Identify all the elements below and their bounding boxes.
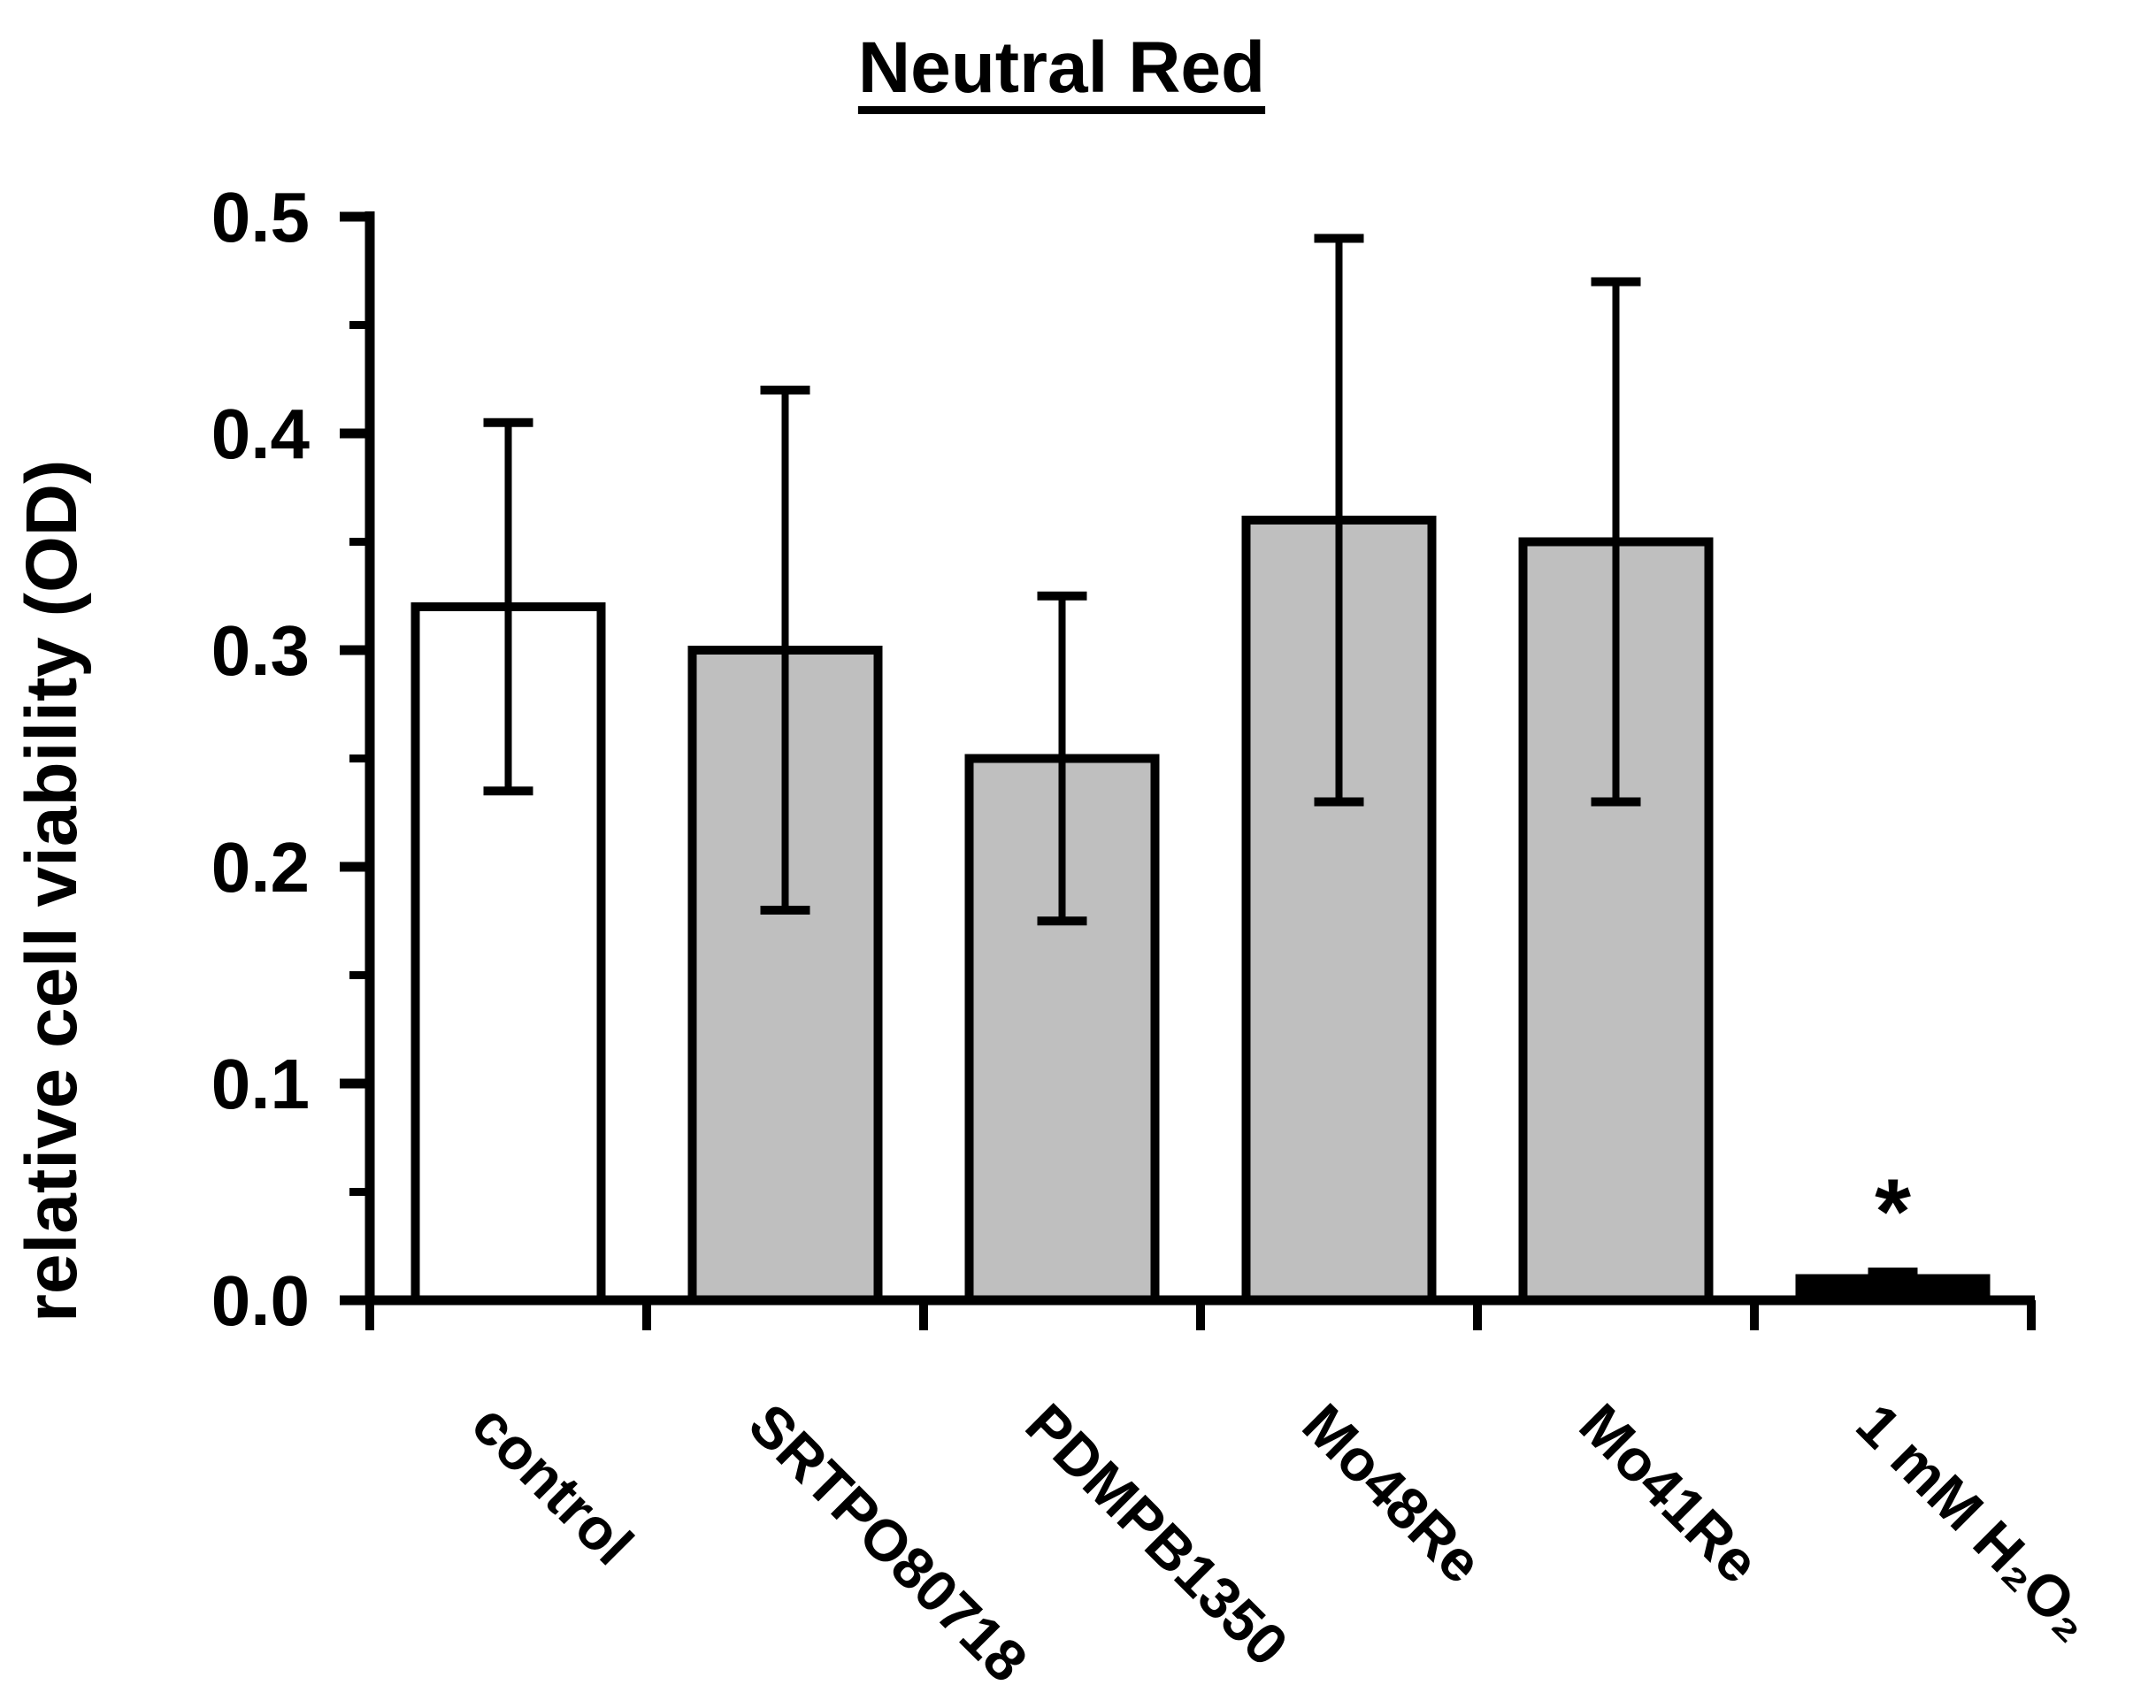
y-tick-label: 0.4 [211,394,311,473]
x-tick-label: SRTPO80718 [737,1391,1040,1695]
y-tick-label: 0.0 [211,1261,310,1340]
y-tick-label: 0.2 [211,828,310,907]
x-tick-label: Mo48Re [1291,1391,1495,1596]
x-tick-label: control [460,1391,646,1577]
x-tick-label: Mo41Re [1568,1391,1772,1596]
y-tick-label: 0.5 [211,178,310,257]
y-tick-label: 0.1 [211,1045,310,1123]
x-tick-label: 1 mM H₂O₂ [1845,1391,2106,1653]
chart-title: Neutral Red [857,27,1266,108]
x-tick-label: PDMPB1350 [1014,1391,1301,1679]
significance-asterisk: * [1875,1160,1911,1264]
y-tick-label: 0.3 [211,611,310,690]
